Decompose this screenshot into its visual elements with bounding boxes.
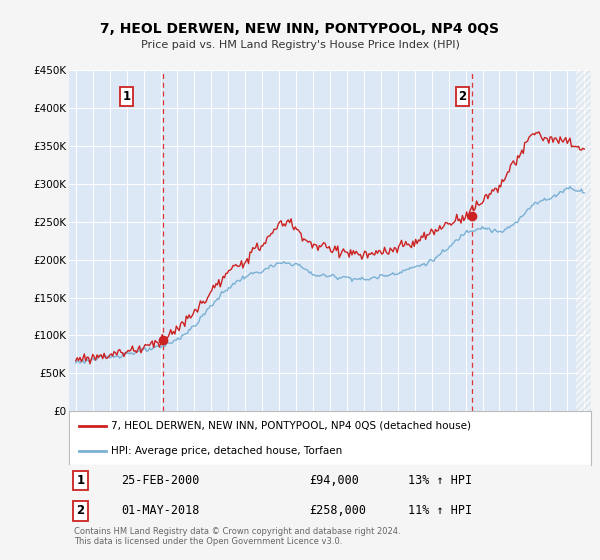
Text: 1: 1 xyxy=(76,474,85,487)
Text: Contains HM Land Registry data © Crown copyright and database right 2024.: Contains HM Land Registry data © Crown c… xyxy=(74,527,401,536)
Text: HPI: Average price, detached house, Torfaen: HPI: Average price, detached house, Torf… xyxy=(111,446,342,456)
Text: 7, HEOL DERWEN, NEW INN, PONTYPOOL, NP4 0QS (detached house): 7, HEOL DERWEN, NEW INN, PONTYPOOL, NP4 … xyxy=(111,421,471,431)
Bar xyxy=(576,70,591,411)
Text: 11% ↑ HPI: 11% ↑ HPI xyxy=(409,505,472,517)
Text: 13% ↑ HPI: 13% ↑ HPI xyxy=(409,474,472,487)
Text: This data is licensed under the Open Government Licence v3.0.: This data is licensed under the Open Gov… xyxy=(74,537,343,546)
Text: 2: 2 xyxy=(76,505,85,517)
Text: Price paid vs. HM Land Registry's House Price Index (HPI): Price paid vs. HM Land Registry's House … xyxy=(140,40,460,50)
Text: 2: 2 xyxy=(458,90,466,103)
Text: 01-MAY-2018: 01-MAY-2018 xyxy=(121,505,200,517)
Text: £94,000: £94,000 xyxy=(309,474,359,487)
Text: 25-FEB-2000: 25-FEB-2000 xyxy=(121,474,200,487)
Text: 7, HEOL DERWEN, NEW INN, PONTYPOOL, NP4 0QS: 7, HEOL DERWEN, NEW INN, PONTYPOOL, NP4 … xyxy=(101,22,499,36)
Text: 1: 1 xyxy=(122,90,131,103)
Text: £258,000: £258,000 xyxy=(309,505,366,517)
